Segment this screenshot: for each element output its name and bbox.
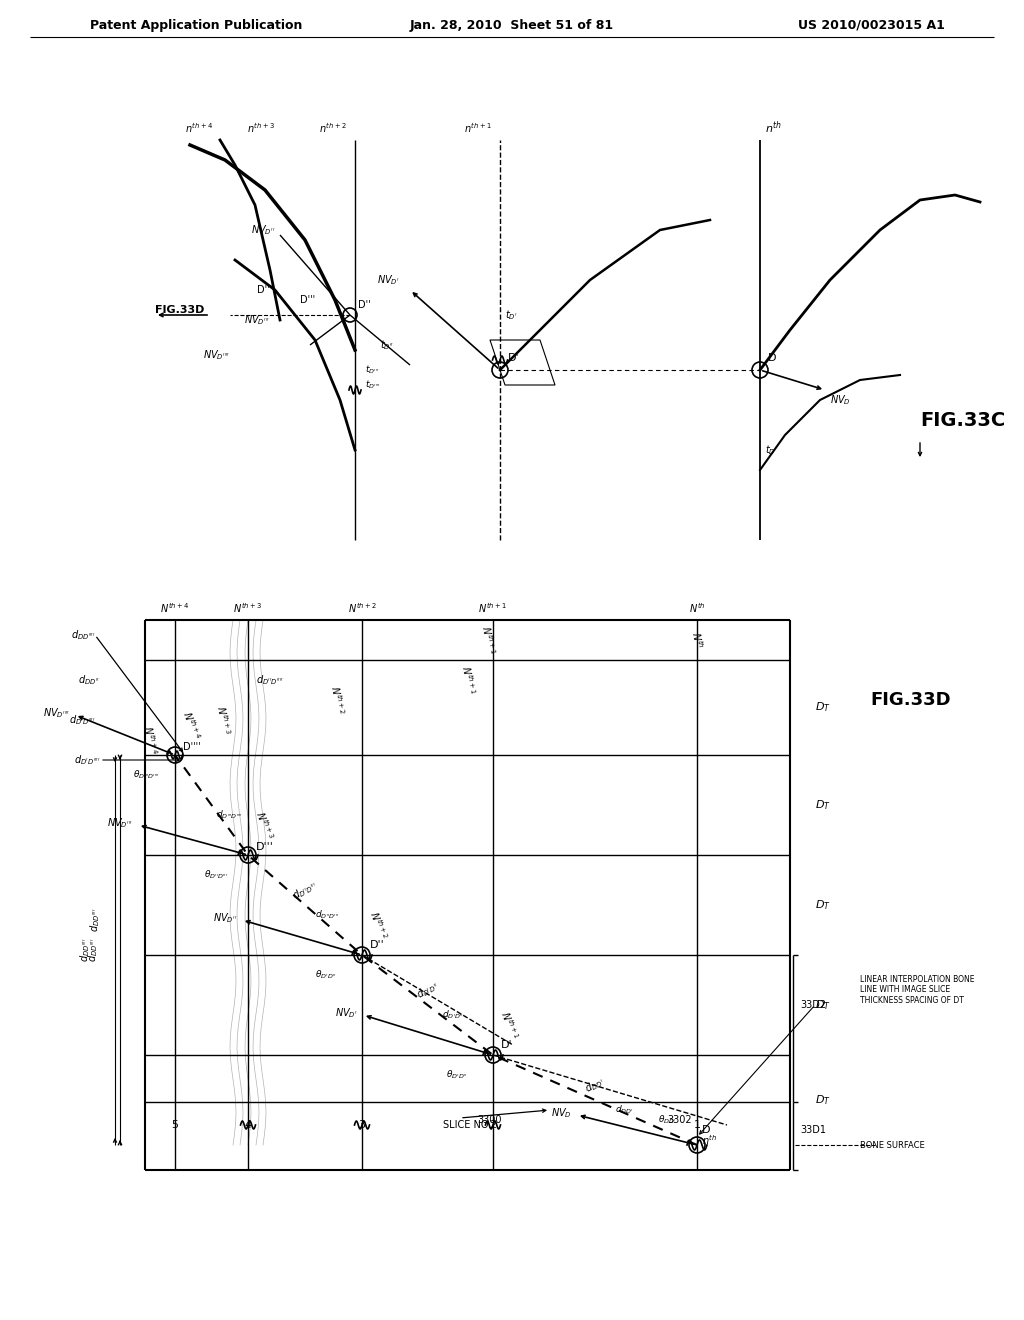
- Text: $N^{th+4}$: $N^{th+4}$: [161, 601, 189, 615]
- Text: $N^{th}$: $N^{th}$: [689, 601, 706, 615]
- Text: FIG.33D: FIG.33D: [155, 305, 205, 315]
- Text: $N^{th+2}$: $N^{th+2}$: [347, 601, 377, 615]
- Text: SLICE NO.: SLICE NO.: [443, 1119, 492, 1130]
- Text: 2: 2: [489, 1119, 497, 1130]
- Text: FIG.33C: FIG.33C: [920, 411, 1006, 429]
- Text: $N^{th+1}$: $N^{th+1}$: [479, 624, 498, 656]
- Text: Jan. 28, 2010  Sheet 51 of 81: Jan. 28, 2010 Sheet 51 of 81: [410, 18, 614, 32]
- Text: $NV_{D''}$: $NV_{D''}$: [213, 911, 237, 925]
- Text: $D_T$: $D_T$: [815, 701, 830, 714]
- Text: $NV_{D''''}$: $NV_{D''''}$: [203, 348, 230, 362]
- Text: $n^{th}$: $n^{th}$: [765, 120, 782, 136]
- Text: 3300: 3300: [478, 1115, 502, 1125]
- Text: $N^{th+3}$: $N^{th+3}$: [233, 601, 262, 615]
- Text: $D_T$: $D_T$: [815, 1093, 830, 1107]
- Text: D''': D''': [300, 294, 315, 305]
- Text: $d_{D''D''''}$: $d_{D''D''''}$: [256, 673, 284, 686]
- Text: $n^{th+4}$: $n^{th+4}$: [185, 121, 213, 135]
- Text: LINEAR INTERPOLATION BONE
LINE WITH IMAGE SLICE
THICKNESS SPACING OF DT: LINEAR INTERPOLATION BONE LINE WITH IMAG…: [860, 975, 975, 1005]
- Text: $t_{D'''}$: $t_{D'''}$: [365, 364, 380, 376]
- Text: $d_{D'D''}$: $d_{D'D''}$: [442, 1008, 465, 1022]
- Text: $d_{DD''''}$: $d_{DD''''}$: [86, 937, 100, 962]
- Text: $N^{th+4}$: $N^{th+4}$: [141, 725, 160, 755]
- Text: $D_T$: $D_T$: [815, 799, 830, 812]
- Text: $NV_{D''}$: $NV_{D''}$: [251, 223, 275, 236]
- Text: D': D': [501, 1040, 513, 1049]
- Text: $t_{D'}$: $t_{D'}$: [505, 308, 518, 322]
- Text: 3: 3: [358, 1119, 366, 1130]
- Text: $d_{DD''''}$: $d_{DD''''}$: [78, 937, 92, 962]
- Text: $d_{DD'}$: $d_{DD'}$: [615, 1104, 634, 1117]
- Text: D'''': D'''': [257, 285, 275, 294]
- Text: $N^{th+1}$: $N^{th+1}$: [498, 1008, 521, 1041]
- Text: $d_{DD''''}$: $d_{DD''''}$: [88, 908, 102, 932]
- Text: D: D: [702, 1125, 711, 1135]
- Text: $NV_{D'''}$: $NV_{D'''}$: [245, 313, 270, 327]
- Text: D'''': D'''': [183, 742, 201, 752]
- Text: D: D: [768, 352, 776, 363]
- Text: $\theta_{D'D''}$: $\theta_{D'D''}$: [315, 969, 337, 981]
- Text: $d_{DD''''}$: $d_{DD''''}$: [71, 628, 95, 642]
- Text: $N^{th+2}$: $N^{th+2}$: [367, 909, 390, 941]
- Text: $NV_D$: $NV_D$: [551, 1106, 572, 1119]
- Text: $N^{th+2}$: $N^{th+2}$: [329, 685, 347, 715]
- Text: 1: 1: [693, 1119, 700, 1130]
- Text: $NV_{D'''}$: $NV_{D'''}$: [108, 816, 133, 830]
- Text: $D_T$: $D_T$: [815, 898, 830, 912]
- Text: $d_{DD''}$: $d_{DD''}$: [78, 673, 100, 686]
- Text: 4: 4: [245, 1119, 252, 1130]
- Text: 3302: 3302: [668, 1115, 692, 1125]
- Text: $n^{th+1}$: $n^{th+1}$: [464, 121, 492, 135]
- Text: $d_{D'D''''}$: $d_{D'D''''}$: [69, 713, 95, 727]
- Text: $\theta_{DD'}$: $\theta_{DD'}$: [657, 1114, 677, 1126]
- Text: $NV_D$: $NV_D$: [830, 393, 851, 407]
- Text: $d_{D'''D''''}$: $d_{D'''D''''}$: [216, 809, 244, 821]
- Text: $N^{th+3}$: $N^{th+3}$: [253, 809, 275, 841]
- Text: $NV_{D'}$: $NV_{D'}$: [377, 273, 400, 286]
- Text: $n^{th}$: $n^{th}$: [702, 1133, 717, 1147]
- Text: $\theta_{D''D'''}$: $\theta_{D''D'''}$: [204, 869, 228, 882]
- Text: US 2010/0023015 A1: US 2010/0023015 A1: [798, 18, 945, 32]
- Text: $t_{D''}$: $t_{D''}$: [380, 338, 394, 352]
- Text: $N^{th}$: $N^{th}$: [689, 631, 706, 649]
- Text: D''': D''': [256, 842, 273, 851]
- Text: D': D': [508, 352, 519, 363]
- Text: Patent Application Publication: Patent Application Publication: [90, 18, 302, 32]
- Text: $d_{DD'}$: $d_{DD'}$: [583, 1074, 607, 1096]
- Text: $N^{th+1}$: $N^{th+1}$: [478, 601, 508, 615]
- Text: 33D1: 33D1: [800, 1125, 826, 1135]
- Text: $\theta_{D'D''}$: $\theta_{D'D''}$: [446, 1069, 468, 1081]
- Text: D'': D'': [358, 300, 371, 310]
- Text: D'': D'': [370, 940, 385, 950]
- Text: $\theta_{D'''D''''}$: $\theta_{D'''D''''}$: [133, 768, 160, 781]
- Text: BONE SURFACE: BONE SURFACE: [860, 1140, 925, 1150]
- Text: $n^{th+3}$: $n^{th+3}$: [247, 121, 275, 135]
- Text: $t_{D''''}$: $t_{D''''}$: [365, 379, 381, 391]
- Text: $D_T$: $D_T$: [815, 998, 830, 1012]
- Text: $NV_{D''''}$: $NV_{D''''}$: [43, 706, 70, 719]
- Text: $d_{D'D''''}$: $d_{D'D''''}$: [74, 754, 100, 767]
- Text: $d_{D''D'''}$: $d_{D''D'''}$: [315, 908, 340, 921]
- Text: $n^{th+2}$: $n^{th+2}$: [319, 121, 347, 135]
- Text: $t_D$: $t_D$: [765, 444, 776, 457]
- Text: 33D2: 33D2: [800, 1001, 826, 1010]
- Text: $N^{th+3}$: $N^{th+3}$: [214, 705, 233, 735]
- Text: $N^{th+1}$: $N^{th+1}$: [460, 664, 478, 696]
- Text: $d_{D'D''}$: $d_{D'D''}$: [414, 978, 441, 1002]
- Text: FIG.33D: FIG.33D: [870, 690, 950, 709]
- Text: $N^{th+4}$: $N^{th+4}$: [180, 709, 203, 741]
- Text: $NV_{D'}$: $NV_{D'}$: [335, 1006, 358, 1020]
- Text: 5: 5: [171, 1119, 178, 1130]
- Text: $d_{D''D'''}$: $d_{D''D'''}$: [290, 878, 319, 903]
